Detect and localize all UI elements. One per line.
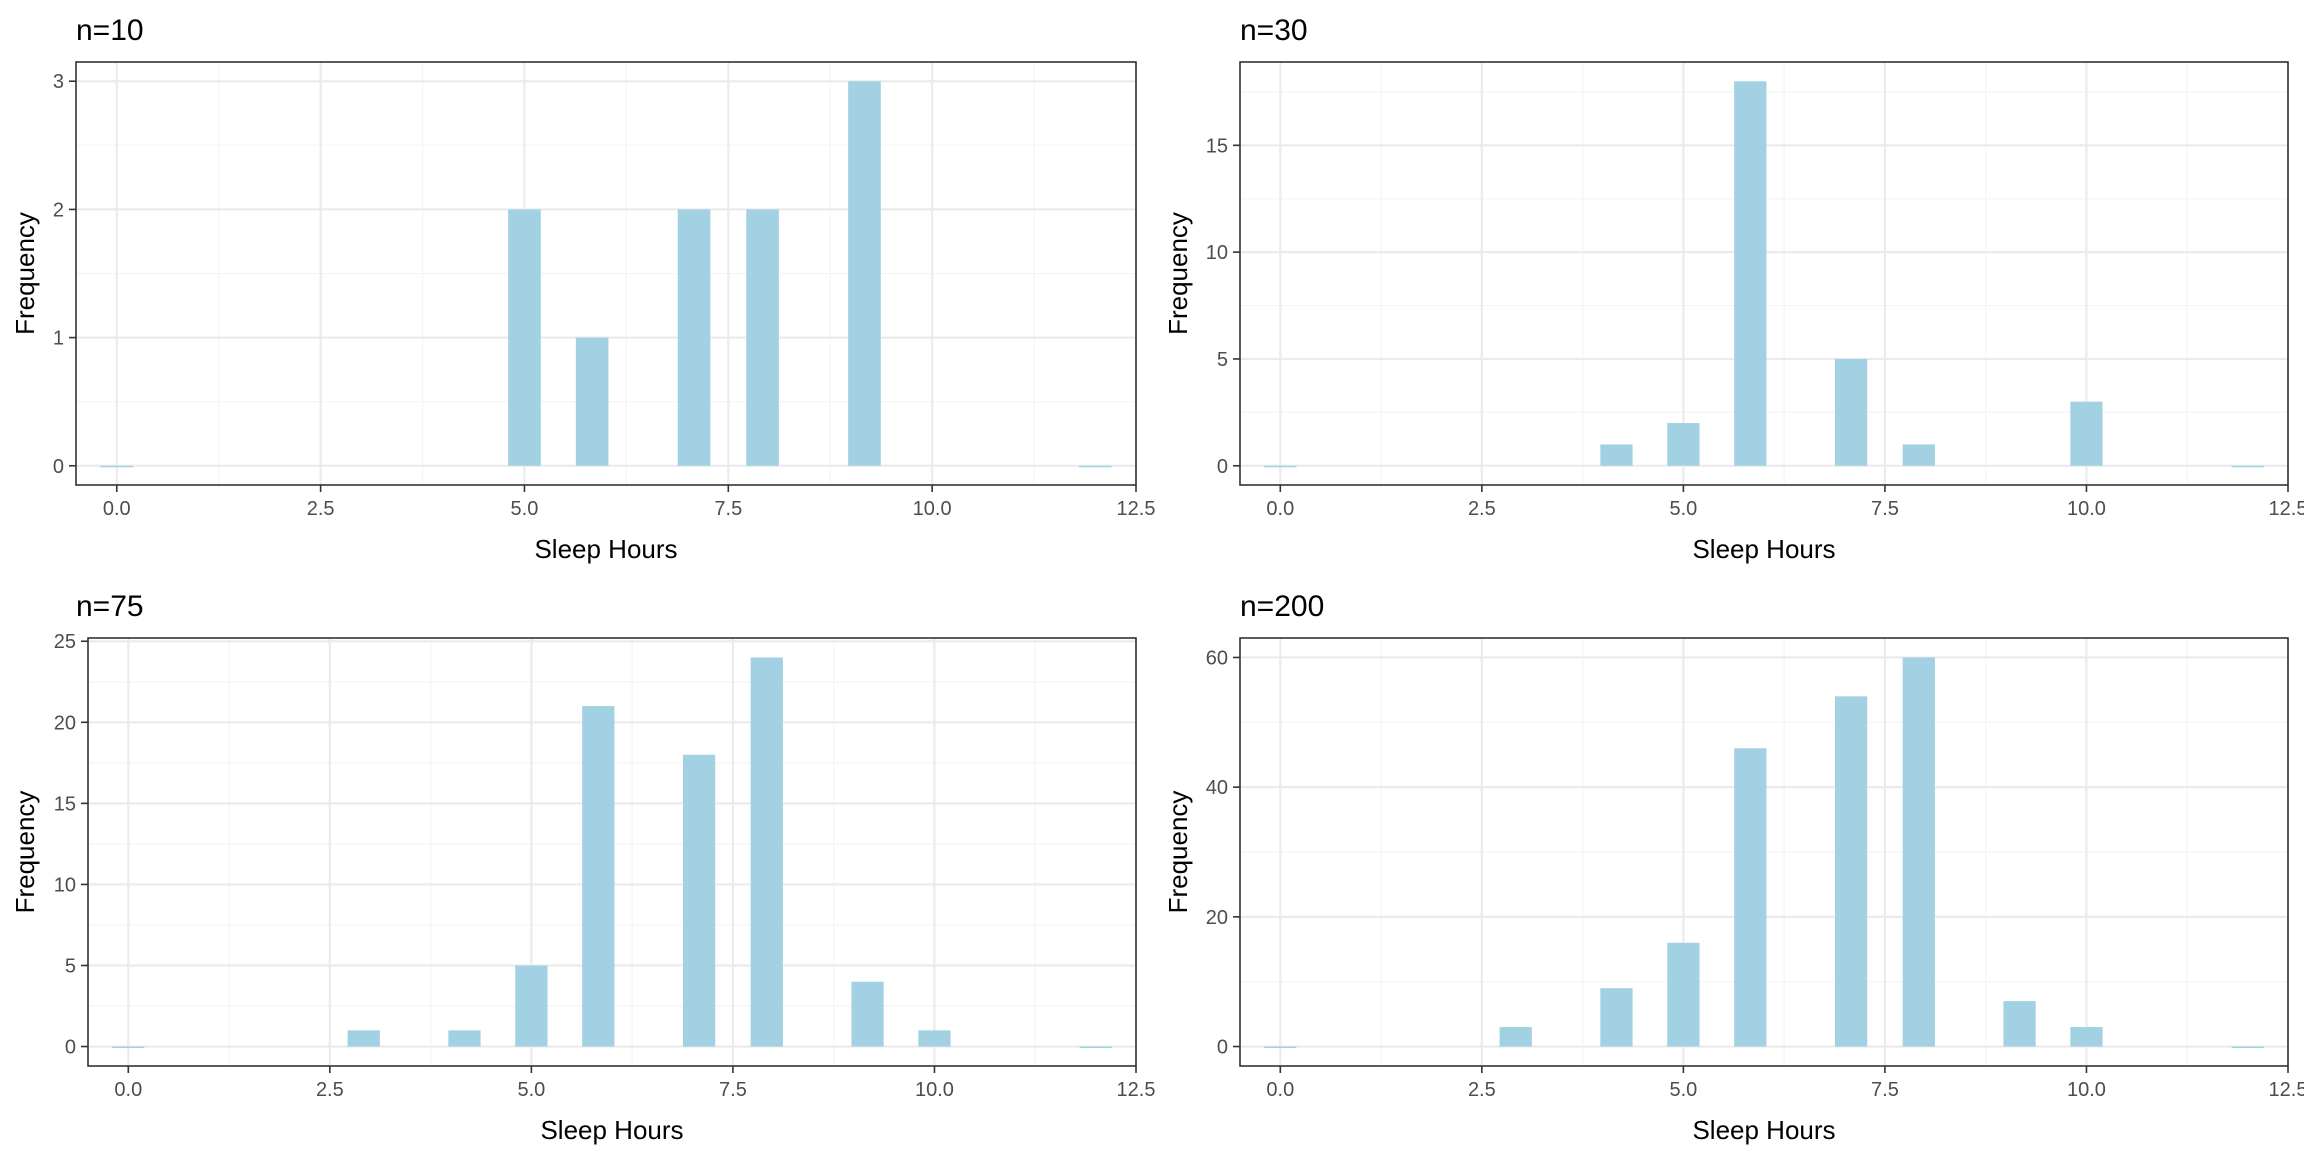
- panel-title: n=30: [1240, 14, 1308, 47]
- histogram-bar: [448, 1030, 481, 1047]
- x-tick-label: 2.5: [1468, 1079, 1496, 1101]
- y-tick-label: 20: [54, 712, 76, 734]
- y-axis-title: Frequency: [1163, 212, 1193, 335]
- y-tick-label: 15: [1206, 135, 1228, 157]
- panel-border: [1239, 61, 2289, 486]
- x-tick-label: 12.5: [1117, 498, 1156, 520]
- panel-title: n=10: [76, 14, 144, 47]
- histogram-bar: [575, 337, 609, 466]
- panel-border: [75, 61, 1137, 486]
- x-tick-label: 10.0: [913, 498, 952, 520]
- x-tick-label: 0.0: [103, 498, 131, 520]
- chart-panel: 0.0 2.5 5.0 7.5 10.0 12.5 0 5 10 15 n=30 Sleep Hour…: [1163, 14, 2304, 564]
- y-tick-label: 20: [1206, 907, 1228, 929]
- histogram-bar: [2070, 401, 2103, 466]
- histogram-bar: [1734, 748, 1767, 1047]
- y-tick-label: 0: [1217, 1037, 1228, 1059]
- x-tick-label: 7.5: [1871, 1079, 1899, 1101]
- histogram-bar: [1600, 988, 1633, 1047]
- histogram-bar: [1079, 1046, 1112, 1049]
- histogram-bar: [2070, 1027, 2103, 1047]
- x-tick-label: 12.5: [2269, 498, 2304, 520]
- histogram-bar: [112, 1046, 145, 1049]
- x-tick-label: 2.5: [307, 498, 335, 520]
- x-tick-label: 12.5: [2269, 1079, 2304, 1101]
- x-axis-title: Sleep Hours: [1692, 534, 1835, 564]
- x-tick-label: 5.0: [1669, 1079, 1697, 1101]
- histogram-bar: [1499, 1027, 1532, 1047]
- y-tick-label: 40: [1206, 777, 1228, 799]
- y-tick-label: 0: [53, 456, 64, 478]
- x-tick-label: 5.0: [517, 1079, 545, 1101]
- x-tick-label: 7.5: [719, 1079, 747, 1101]
- histogram-bar: [1078, 465, 1112, 468]
- y-tick-label: 10: [1206, 242, 1228, 264]
- histogram-bar: [100, 465, 134, 468]
- panel-title: n=200: [1240, 590, 1324, 623]
- histogram-bar: [677, 209, 711, 466]
- x-tick-label: 10.0: [2067, 1079, 2106, 1101]
- x-tick-label: 7.5: [1871, 498, 1899, 520]
- y-tick-label: 5: [1217, 349, 1228, 371]
- y-tick-label: 2: [53, 199, 64, 221]
- histogram-bar: [746, 209, 779, 466]
- histogram-bar: [1734, 81, 1767, 466]
- histogram-bar: [851, 981, 884, 1047]
- chart-panel: 0.0 2.5 5.0 7.5 10.0 12.5 0 20 40 60 n=200 Sleep Ho…: [1163, 590, 2304, 1145]
- y-tick-label: 1: [53, 328, 64, 350]
- x-tick-label: 0.0: [1266, 498, 1294, 520]
- x-axis-title: Sleep Hours: [1692, 1115, 1835, 1145]
- chart-panel: 0.0 2.5 5.0 7.5 10.0 12.5 0 5 10 15 20 25n=75 Sleep …: [10, 590, 1155, 1145]
- y-axis-title: Frequency: [10, 791, 40, 914]
- histogram-bar: [1902, 657, 1935, 1047]
- histogram-bar: [1667, 423, 1700, 466]
- histogram-bar: [918, 1030, 951, 1047]
- y-axis-title: Frequency: [10, 212, 40, 335]
- x-tick-label: 2.5: [1468, 498, 1496, 520]
- y-tick-label: 10: [54, 874, 76, 896]
- histogram-bar: [508, 209, 541, 466]
- histogram-bar: [347, 1030, 380, 1047]
- histogram-bar: [2003, 1001, 2036, 1047]
- x-tick-label: 12.5: [1117, 1079, 1156, 1101]
- x-tick-label: 0.0: [1266, 1079, 1294, 1101]
- x-tick-label: 2.5: [316, 1079, 344, 1101]
- histogram-bar: [682, 754, 716, 1047]
- histogram-bar: [1264, 465, 1297, 468]
- histogram-bar: [1902, 444, 1935, 466]
- x-tick-label: 5.0: [511, 498, 539, 520]
- x-axis-title: Sleep Hours: [540, 1115, 683, 1145]
- histogram-bar: [515, 965, 548, 1047]
- y-tick-label: 3: [53, 71, 64, 93]
- y-tick-label: 15: [54, 793, 76, 815]
- y-tick-label: 0: [1217, 456, 1228, 478]
- y-tick-label: 5: [65, 955, 76, 977]
- histogram-bar: [1667, 942, 1700, 1047]
- x-tick-label: 10.0: [2067, 498, 2106, 520]
- histogram-bar: [750, 657, 783, 1047]
- histogram-bar: [2231, 465, 2264, 468]
- x-axis-title: Sleep Hours: [534, 534, 677, 564]
- chart-panel: 0.0 2.5 5.0 7.5 10.0 12.5 0 1 2 3 n=10 Sleep Hours F…: [10, 14, 1155, 564]
- histogram-bar: [1264, 1046, 1297, 1049]
- histogram-bar: [1834, 696, 1868, 1047]
- histogram-bar: [1600, 444, 1633, 466]
- y-axis-title: Frequency: [1163, 791, 1193, 914]
- x-tick-label: 7.5: [714, 498, 742, 520]
- histogram-bar: [1834, 358, 1868, 466]
- histogram-bar: [2231, 1046, 2264, 1049]
- y-tick-label: 60: [1206, 647, 1228, 669]
- panel-border: [1239, 637, 2289, 1067]
- histogram-bar: [582, 706, 615, 1047]
- y-tick-label: 0: [65, 1037, 76, 1059]
- panel-border: [87, 637, 1137, 1067]
- panel-title: n=75: [76, 590, 144, 623]
- histogram-bar: [848, 81, 881, 466]
- x-tick-label: 0.0: [114, 1079, 142, 1101]
- x-tick-label: 5.0: [1669, 498, 1697, 520]
- y-tick-label: 25: [54, 631, 76, 653]
- x-tick-label: 10.0: [915, 1079, 954, 1101]
